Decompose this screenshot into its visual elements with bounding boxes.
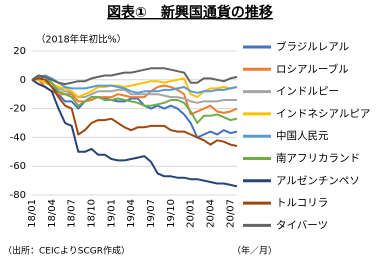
source: （出所：CEICよりSCGR作成） xyxy=(3,245,130,257)
y-tick-label: -60 xyxy=(10,161,26,172)
y-tick-label: -40 xyxy=(10,132,26,143)
x-tick-label: 19/04 xyxy=(126,199,137,228)
series-line xyxy=(31,67,238,86)
x-tick-label: 18/07 xyxy=(67,199,78,228)
legend-label: インドネシアルピア xyxy=(276,108,370,120)
subtitle: （2018年年初比%） xyxy=(36,34,126,46)
y-tick-label: 20 xyxy=(13,46,26,57)
series-line xyxy=(31,74,238,94)
x-tick-label: 18/01 xyxy=(27,199,38,228)
y-tick-label: -20 xyxy=(10,104,26,115)
legend-label: アルゼンチンペソ xyxy=(276,175,360,187)
x-unit: （年／月） xyxy=(232,245,277,257)
x-tick-label: 18/10 xyxy=(87,199,98,228)
legend-label: 中国人民元 xyxy=(276,129,329,142)
series-line xyxy=(31,74,238,124)
legend-label: 南アフリカランド xyxy=(276,152,360,165)
series-line xyxy=(31,78,238,188)
x-tick-label: 18/04 xyxy=(47,199,58,228)
x-tick-label: 20/07 xyxy=(225,199,236,228)
legend-label: タイバーツ xyxy=(276,219,328,231)
legend-label: トルコリラ xyxy=(276,197,328,209)
x-tick-label: 19/01 xyxy=(106,199,117,228)
x-tick-label: 20/01 xyxy=(186,199,197,228)
series-line xyxy=(32,78,237,104)
series-line xyxy=(31,75,238,139)
chart-title: 図表① 新興国通貨の推移 xyxy=(107,4,273,21)
legend-label: ロシアルーブル xyxy=(276,62,349,75)
y-tick-label: -80 xyxy=(10,190,26,201)
x-tick-label: 20/04 xyxy=(206,199,217,228)
y-tick-label: 0 xyxy=(20,75,26,86)
series-line xyxy=(31,77,238,147)
x-tick-label: 19/07 xyxy=(146,199,157,228)
legend-label: ブラジルレアル xyxy=(276,40,349,53)
legend-label: インドルピー xyxy=(276,86,339,98)
x-tick-label: 19/10 xyxy=(166,199,177,228)
